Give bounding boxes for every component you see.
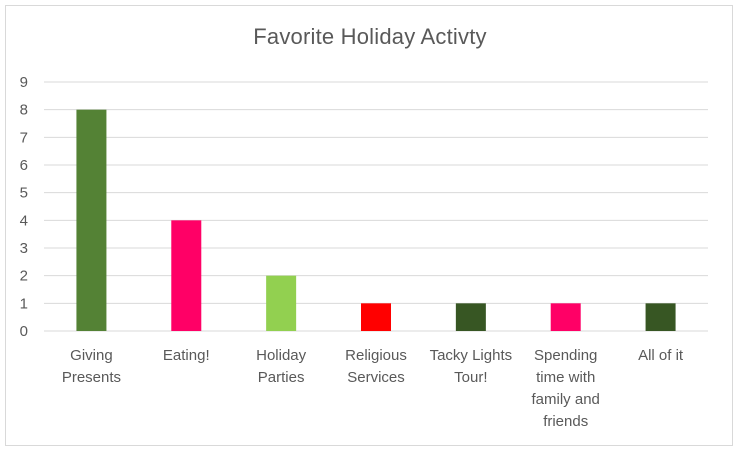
bar xyxy=(171,220,202,331)
y-tick-label: 4 xyxy=(20,212,28,229)
x-axis-labels: Giving Presents Eating! Holiday Parties Relig… xyxy=(62,347,684,430)
x-category-label: time with xyxy=(536,369,595,386)
x-category-label: Tacky Lights xyxy=(430,347,513,364)
chart-title: Favorite Holiday Activty xyxy=(253,24,487,49)
x-category-label: Services xyxy=(347,369,405,386)
x-category-label: family and xyxy=(532,391,600,408)
y-tick-label: 0 xyxy=(20,323,28,340)
bar xyxy=(455,303,486,331)
x-category-label: friends xyxy=(543,413,588,430)
bar xyxy=(266,275,297,331)
y-axis-ticks: 0 1 2 3 4 5 6 7 8 9 xyxy=(20,74,28,340)
x-category-label: Eating! xyxy=(163,347,210,364)
y-tick-label: 7 xyxy=(20,129,28,146)
x-category-label: Presents xyxy=(62,369,121,386)
x-category-label: Parties xyxy=(258,369,305,386)
bar xyxy=(76,109,107,332)
x-category-label: Spending xyxy=(534,347,597,364)
y-tick-label: 3 xyxy=(20,240,28,257)
bar xyxy=(361,303,391,331)
y-tick-label: 6 xyxy=(20,157,28,174)
y-tick-label: 2 xyxy=(20,268,28,285)
x-category-label: All of it xyxy=(638,347,684,364)
y-tick-label: 8 xyxy=(20,102,28,119)
y-tick-label: 9 xyxy=(20,74,28,91)
y-tick-label: 5 xyxy=(20,185,28,202)
x-category-label: Tour! xyxy=(454,369,487,386)
bar xyxy=(550,303,581,331)
bar xyxy=(645,303,676,331)
chart-frame xyxy=(5,5,733,446)
x-category-label: Giving xyxy=(70,347,113,364)
bars xyxy=(76,109,676,332)
x-category-label: Religious xyxy=(345,347,407,364)
y-tick-label: 1 xyxy=(20,295,28,312)
gridlines xyxy=(44,81,708,332)
x-category-label: Holiday xyxy=(256,347,307,364)
